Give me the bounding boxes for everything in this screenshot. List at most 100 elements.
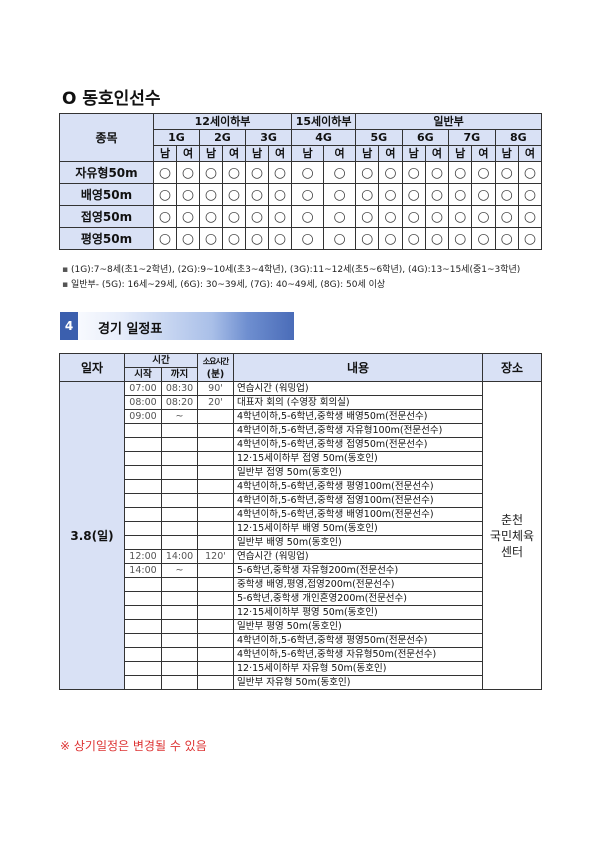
entry-mark: ○ <box>494 161 519 184</box>
entry-mark: ○ <box>323 161 357 184</box>
start-cell <box>124 619 162 634</box>
entry-mark: ○ <box>291 161 325 184</box>
event-row: 자유형50m ○ ○ ○ ○ ○ ○ ○ ○ ○ ○ ○ ○ ○ ○ ○ ○ <box>59 161 543 184</box>
duration-cell: 120' <box>197 549 235 564</box>
division-header: 15세이하부 <box>291 113 357 130</box>
female-header: 여 <box>267 145 293 162</box>
content-cell: 4학년이하,5-6학년,중학생 평영50m(전문선수) <box>233 633 484 648</box>
start-cell: 07:00 <box>124 381 162 396</box>
entry-mark: ○ <box>153 161 177 184</box>
end-cell <box>160 507 199 522</box>
start-cell: 09:00 <box>124 409 162 424</box>
division-header: 12세이하부 <box>152 113 293 130</box>
schedule-table: 일자 시간 소요시간 (분) 내용 장소 시작 까지 3.8(일) 07:00 08:… <box>59 353 543 690</box>
content-cell: 일반부 평영 50m(동호인) <box>233 619 484 634</box>
start-cell: 12:00 <box>124 549 162 564</box>
end-cell <box>160 423 199 438</box>
end-cell <box>160 577 199 592</box>
entry-mark: ○ <box>471 205 496 228</box>
schedule-row: 4학년이하,5-6학년,중학생 배영100m(전문선수) <box>60 507 542 522</box>
entry-mark: ○ <box>378 205 403 228</box>
entry-mark: ○ <box>245 227 269 250</box>
content-cell: 대표자 회의 (수영장 회의실) <box>233 395 484 410</box>
entry-mark: ○ <box>222 227 246 250</box>
end-cell: ~ <box>160 409 199 424</box>
end-cell <box>160 493 199 508</box>
end-header: 까지 <box>160 367 199 382</box>
start-cell <box>124 661 162 676</box>
entry-mark: ○ <box>323 227 357 250</box>
entry-mark: ○ <box>517 183 543 206</box>
section-4-header: 4 경기 일정표 <box>60 312 294 340</box>
content-cell: 5-6학년,중학생 개인혼영200m(전문선수) <box>233 591 484 606</box>
content-cell: 12·15세이하부 평영 50m(동호인) <box>233 605 484 620</box>
start-cell: 14:00 <box>124 563 162 578</box>
entry-mark: ○ <box>245 183 269 206</box>
group-header: 4G <box>291 129 357 146</box>
male-header: 남 <box>448 145 473 162</box>
end-cell <box>160 675 199 690</box>
content-cell: 4학년이하,5-6학년,중학생 배영50m(전문선수) <box>233 409 484 424</box>
start-cell <box>124 465 162 480</box>
schedule-row: 4학년이하,5-6학년,중학생 평영100m(전문선수) <box>60 479 542 494</box>
male-header: 남 <box>245 145 269 162</box>
entry-mark: ○ <box>176 161 200 184</box>
entry-mark: ○ <box>153 205 177 228</box>
content-cell: 4학년이하,5-6학년,중학생 배영100m(전문선수) <box>233 507 484 522</box>
schedule-row: 12·15세이하부 접영 50m(동호인) <box>60 451 542 466</box>
end-cell: 08:30 <box>160 381 199 396</box>
end-cell <box>160 633 199 648</box>
content-cell: 4학년이하,5-6학년,중학생 접영50m(전문선수) <box>233 437 484 452</box>
end-cell <box>160 451 199 466</box>
event-name: 자유형50m <box>59 161 154 184</box>
female-header: 여 <box>176 145 200 162</box>
entry-mark: ○ <box>355 183 380 206</box>
end-cell <box>160 647 199 662</box>
event-row: 배영50m ○ ○ ○ ○ ○ ○ ○ ○ ○ ○ ○ ○ ○ ○ ○ ○ <box>59 183 543 206</box>
group-header: 7G <box>448 129 496 146</box>
entry-mark: ○ <box>245 205 269 228</box>
entry-mark: ○ <box>471 183 496 206</box>
entry-mark: ○ <box>291 183 325 206</box>
group-header: 5G <box>355 129 403 146</box>
place-cell: 춘천 국민체육 센터 <box>482 381 543 690</box>
content-cell: 5-6학년,중학생 자유형200m(전문선수) <box>233 563 484 578</box>
event-row: 접영50m ○ ○ ○ ○ ○ ○ ○ ○ ○ ○ ○ ○ ○ ○ ○ ○ <box>59 205 543 228</box>
content-cell: 4학년이하,5-6학년,중학생 자유형50m(전문선수) <box>233 647 484 662</box>
duration-cell <box>197 633 235 648</box>
duration-cell <box>197 535 235 550</box>
start-cell <box>124 437 162 452</box>
schedule-row: 4학년이하,5-6학년,중학생 접영50m(전문선수) <box>60 437 542 452</box>
entry-mark: ○ <box>401 227 426 250</box>
duration-cell <box>197 521 235 536</box>
group-header: 8G <box>494 129 543 146</box>
schedule-row: 일반부 자유형 50m(동호인) <box>60 675 542 690</box>
start-cell <box>124 647 162 662</box>
start-cell <box>124 591 162 606</box>
duration-cell <box>197 437 235 452</box>
group-header: 3G <box>244 129 293 146</box>
end-cell: ~ <box>160 563 199 578</box>
entry-mark: ○ <box>153 227 177 250</box>
entry-mark: ○ <box>355 205 380 228</box>
place-line: 국민체육 <box>489 528 535 543</box>
duration-cell <box>197 409 235 424</box>
entry-mark: ○ <box>199 205 223 228</box>
schedule-row: 일반부 평영 50m(동호인) <box>60 619 542 634</box>
entry-mark: ○ <box>267 183 293 206</box>
entry-mark: ○ <box>222 183 246 206</box>
duration-cell <box>197 563 235 578</box>
schedule-row: 08:00 08:20 20' 대표자 회의 (수영장 회의실) <box>60 395 542 410</box>
male-header: 남 <box>291 145 325 162</box>
schedule-row: 14:00 ~5-6학년,중학생 자유형200m(전문선수) <box>60 563 542 578</box>
entry-mark: ○ <box>471 227 496 250</box>
entry-mark: ○ <box>199 183 223 206</box>
female-header: 여 <box>424 145 450 162</box>
group-header: 1G <box>153 129 200 146</box>
entry-mark: ○ <box>355 161 380 184</box>
content-header: 내용 <box>233 353 484 382</box>
schedule-row: 4학년이하,5-6학년,중학생 접영100m(전문선수) <box>60 493 542 508</box>
content-cell: 일반부 배영 50m(동호인) <box>233 535 484 550</box>
entry-mark: ○ <box>517 227 543 250</box>
